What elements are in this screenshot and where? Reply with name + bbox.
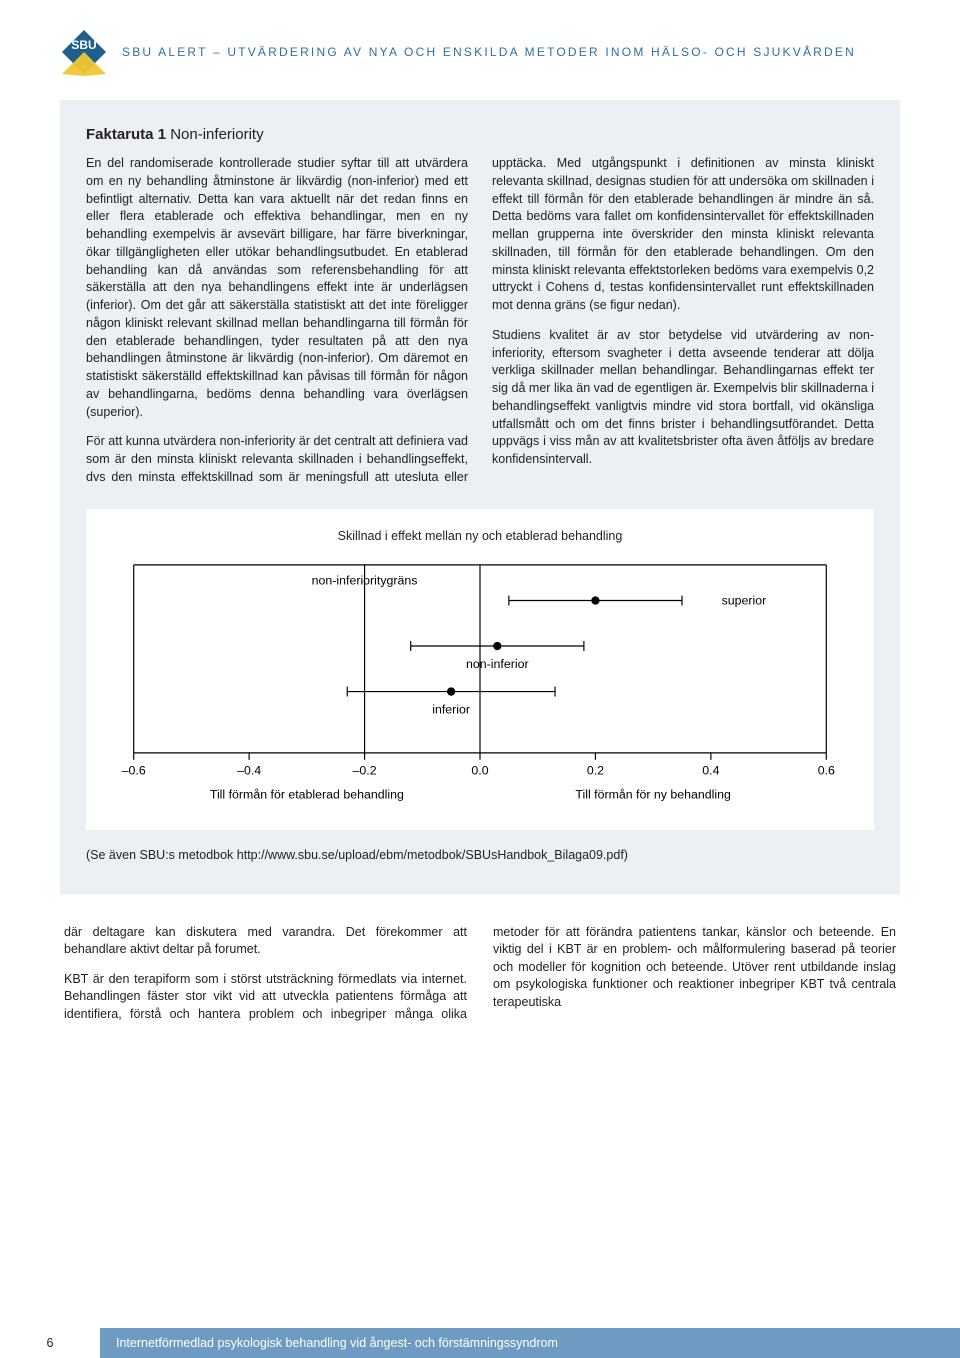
page-number: 6 bbox=[0, 1336, 100, 1350]
header-running-title: SBU ALERT – UTVÄRDERING AV NYA OCH ENSKI… bbox=[122, 45, 856, 59]
factbox-paragraph: Studiens kvalitet är av stor betydelse v… bbox=[492, 327, 874, 469]
svg-text:superior: superior bbox=[722, 593, 767, 607]
factbox-columns: En del randomiserade kontrollerade studi… bbox=[86, 155, 874, 487]
factbox-title: Faktaruta 1 Non-inferiority bbox=[86, 126, 874, 143]
sbu-logo: SBU bbox=[60, 28, 108, 76]
factbox-title-bold: Faktaruta 1 bbox=[86, 126, 166, 143]
page-footer: 6 Internetförmedlad psykologisk behandli… bbox=[0, 1328, 960, 1358]
svg-text:Till förmån för etablerad beha: Till förmån för etablerad behandling bbox=[210, 787, 404, 801]
footer-title-bar: Internetförmedlad psykologisk behandling… bbox=[100, 1328, 960, 1358]
svg-text:inferior: inferior bbox=[432, 702, 470, 716]
svg-text:–0.4: –0.4 bbox=[237, 763, 261, 777]
forest-plot: non-inferioritygräns superior non-inferior… bbox=[104, 555, 856, 812]
forest-plot-container: Skillnad i effekt mellan ny och etablera… bbox=[86, 509, 874, 830]
svg-text:0.4: 0.4 bbox=[702, 763, 719, 777]
svg-text:Till förmån för ny behandling: Till förmån för ny behandling bbox=[575, 787, 731, 801]
factbox-title-light: Non-inferiority bbox=[166, 126, 264, 143]
page-header: SBU SBU ALERT – UTVÄRDERING AV NYA OCH E… bbox=[60, 28, 900, 76]
svg-text:non-inferior: non-inferior bbox=[466, 656, 529, 670]
svg-text:0.2: 0.2 bbox=[587, 763, 604, 777]
svg-text:0.6: 0.6 bbox=[818, 763, 835, 777]
factbox: Faktaruta 1 Non-inferiority En del rando… bbox=[60, 100, 900, 894]
factbox-footnote: (Se även SBU:s metodbok http://www.sbu.s… bbox=[86, 848, 874, 862]
logo-text: SBU bbox=[71, 38, 96, 52]
body-columns: där deltagare kan diskutera med varandra… bbox=[60, 924, 900, 1024]
svg-text:0.0: 0.0 bbox=[471, 763, 488, 777]
page: SBU SBU ALERT – UTVÄRDERING AV NYA OCH E… bbox=[0, 0, 960, 1358]
svg-text:non-inferioritygräns: non-inferioritygräns bbox=[312, 573, 418, 587]
chart-title: Skillnad i effekt mellan ny och etablera… bbox=[104, 529, 856, 543]
svg-text:–0.6: –0.6 bbox=[122, 763, 146, 777]
svg-text:–0.2: –0.2 bbox=[353, 763, 377, 777]
body-paragraph: där deltagare kan diskutera med varandra… bbox=[64, 924, 467, 959]
factbox-paragraph: En del randomiserade kontrollerade studi… bbox=[86, 155, 468, 421]
